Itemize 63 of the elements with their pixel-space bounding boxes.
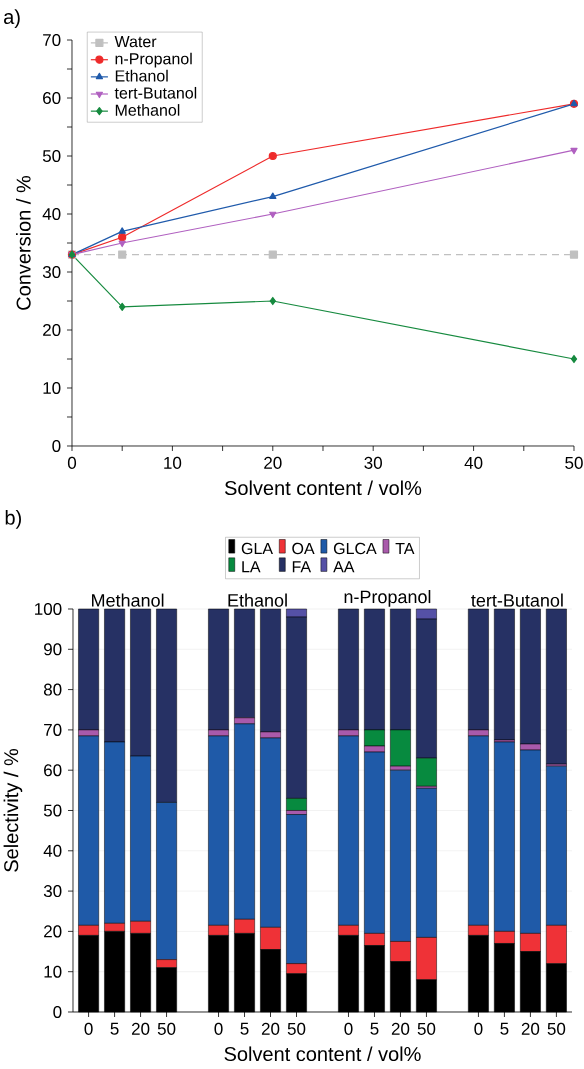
y-axis-title: Selectivity / % — [3, 748, 23, 872]
x-tick-label: 5 — [110, 1022, 119, 1035]
x-tick-label: 0 — [84, 1022, 93, 1035]
legend-label: TA — [395, 542, 415, 554]
y-tick-label: 70 — [44, 723, 62, 736]
legend-label: OA — [292, 542, 315, 555]
y-tick-label: 30 — [43, 885, 62, 898]
x-tick-label: 50 — [547, 1022, 566, 1035]
legend-label: LA — [242, 561, 261, 573]
legend-label: FA — [292, 561, 312, 573]
x-tick-label: 5 — [500, 1022, 509, 1035]
x-tick-label: 5 — [370, 1022, 379, 1035]
x-tick-label: 50 — [287, 1022, 306, 1035]
text: Ethanol — [228, 593, 287, 607]
legend-label: Water — [114, 36, 157, 48]
chart-title: a) — [4, 9, 20, 28]
x-tick-label: 0 — [214, 1022, 223, 1035]
x-tick-label: 50 — [565, 456, 583, 469]
y-tick-label: 0 — [52, 439, 61, 453]
x-tick-label: 20 — [261, 1022, 280, 1035]
y-tick-label: 40 — [42, 207, 61, 221]
y-tick-label: 100 — [35, 602, 62, 616]
y-tick-label: 60 — [44, 764, 62, 777]
x-tick-label: 10 — [164, 456, 182, 469]
x-tick-label: 20 — [264, 456, 282, 469]
text: n-Propanol — [344, 590, 431, 607]
chart-title: b) — [5, 510, 21, 529]
x-tick-label: 20 — [391, 1022, 410, 1035]
x-tick-label: 40 — [464, 456, 483, 469]
y-tick-label: 80 — [43, 683, 62, 696]
y-tick-label: 20 — [43, 323, 61, 337]
y-tick-label: 40 — [43, 844, 62, 857]
x-tick-label: 20 — [131, 1022, 150, 1035]
x-tick-label: 30 — [364, 456, 382, 469]
x-tick-label: 0 — [67, 456, 77, 469]
y-tick-label: 50 — [43, 804, 62, 817]
text: Methanol — [92, 593, 164, 607]
x-tick-label: 50 — [157, 1022, 176, 1035]
x-axis-title: Solvent content / vol% — [224, 480, 422, 496]
y-axis-title: Conversion / % — [16, 175, 31, 310]
y-tick-label: 90 — [44, 643, 62, 656]
x-tick-label: 50 — [417, 1022, 436, 1035]
x-tick-label: 0 — [344, 1022, 353, 1035]
x-tick-label: 5 — [240, 1022, 249, 1035]
legend-label: tert-Butanol — [114, 86, 197, 99]
legend-label: n-Propanol — [115, 52, 192, 68]
y-tick-label: 60 — [43, 91, 61, 105]
y-tick-label: 30 — [42, 265, 61, 279]
legend-label: GLCA — [333, 542, 377, 555]
x-axis-title: Solvent content / vol% — [224, 1046, 421, 1062]
y-tick-label: 70 — [43, 33, 61, 47]
legend-label: AA — [333, 561, 355, 573]
y-tick-label: 20 — [44, 925, 62, 938]
y-tick-label: 10 — [44, 965, 62, 978]
y-tick-label: 50 — [42, 149, 61, 163]
y-tick-label: 10 — [43, 381, 61, 395]
legend-label: Methanol — [115, 104, 180, 116]
y-tick-label: 0 — [53, 1005, 62, 1019]
legend-label: GLA — [241, 542, 273, 555]
x-tick-label: 20 — [521, 1022, 540, 1035]
legend-label: Ethanol — [115, 69, 168, 82]
x-tick-label: 0 — [474, 1022, 483, 1035]
text: tert-Butanol — [471, 593, 563, 607]
